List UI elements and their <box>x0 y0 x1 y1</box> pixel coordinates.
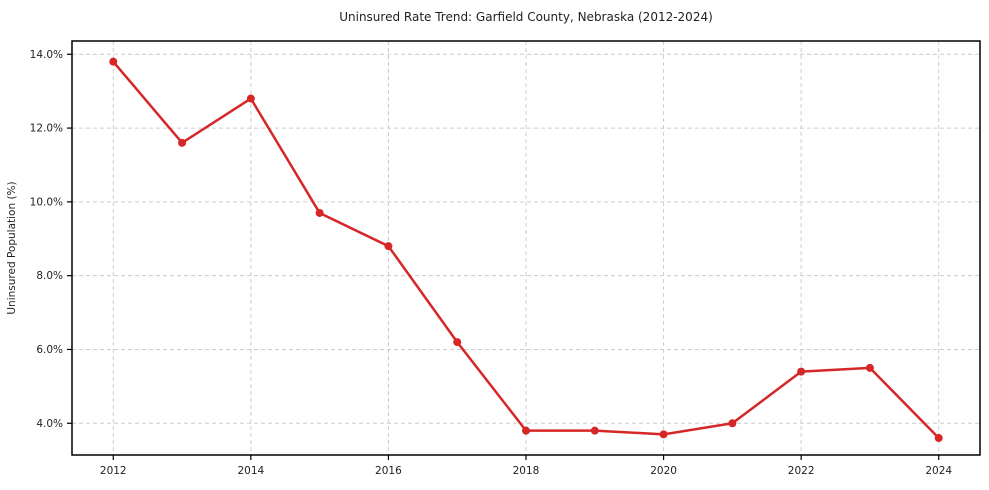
chart-title: Uninsured Rate Trend: Garfield County, N… <box>339 10 713 24</box>
data-point-marker <box>178 138 187 147</box>
y-tick-label: 6.0% <box>36 344 63 356</box>
y-axis-title: Uninsured Population (%) <box>6 181 18 314</box>
data-point-marker <box>315 208 324 217</box>
series-layer <box>109 57 943 443</box>
data-point-marker <box>659 430 668 439</box>
y-tick-label: 12.0% <box>30 123 63 135</box>
y-tick-label: 14.0% <box>30 49 63 61</box>
data-point-marker <box>453 338 462 347</box>
data-point-marker <box>109 57 118 66</box>
data-point-marker <box>865 363 874 372</box>
data-point-marker <box>522 426 530 435</box>
x-tick-label: 2020 <box>650 465 677 477</box>
data-point-marker <box>797 367 806 376</box>
data-point-marker <box>728 419 737 428</box>
data-point-marker <box>590 426 599 435</box>
x-tick-label: 2018 <box>513 465 540 477</box>
x-tick-label: 2022 <box>788 465 815 477</box>
x-tick-label: 2024 <box>925 465 952 477</box>
axes-layer <box>67 40 981 460</box>
tick-label-layer: 4.0% 6.0% 8.0% 10.0% 12.0% 14.0% 2012 2014 2016 2… <box>30 49 953 477</box>
x-tick-label: 2016 <box>375 465 402 477</box>
x-tick-label: 2014 <box>237 465 264 477</box>
data-point-marker <box>384 242 393 251</box>
data-point-marker <box>246 94 255 103</box>
y-tick-label: 8.0% <box>36 270 63 282</box>
grid-layer <box>72 41 980 455</box>
y-tick-label: 4.0% <box>36 418 63 430</box>
x-tick-label: 2012 <box>100 465 127 477</box>
y-tick-label: 10.0% <box>30 196 63 208</box>
data-point-marker <box>934 434 943 443</box>
